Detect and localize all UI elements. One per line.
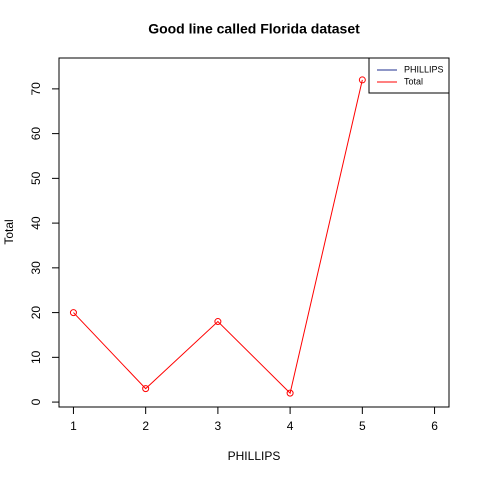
y-tick-label: 40 (29, 216, 43, 230)
chart-title: Good line called Florida dataset (148, 21, 360, 37)
x-tick-label: 4 (287, 419, 294, 433)
y-axis-label: Total (2, 219, 16, 244)
y-tick-label: 20 (29, 306, 43, 320)
series-line (73, 79, 363, 395)
data-point (286, 389, 294, 397)
data-point (358, 76, 366, 84)
data-point (142, 385, 150, 393)
y-tick-label: 30 (29, 261, 43, 275)
y-tick-label: 10 (29, 350, 43, 364)
x-axis-label: PHILLIPS (228, 449, 281, 463)
y-tick-label: 50 (29, 171, 43, 185)
x-tick-label: 2 (142, 419, 149, 433)
data-point (69, 309, 77, 317)
x-tick-label: 1 (70, 419, 77, 433)
x-tick-label: 5 (359, 419, 366, 433)
y-tick-label: 60 (29, 127, 43, 141)
y-tick-label: 70 (29, 82, 43, 96)
x-tick-label: 3 (215, 419, 222, 433)
legend-label: Total (404, 76, 423, 86)
legend-label: PHILLIPS (404, 64, 444, 74)
legend-box (368, 57, 450, 94)
y-tick-label: 0 (29, 398, 43, 405)
data-point (214, 318, 222, 326)
x-tick-label: 6 (431, 419, 438, 433)
